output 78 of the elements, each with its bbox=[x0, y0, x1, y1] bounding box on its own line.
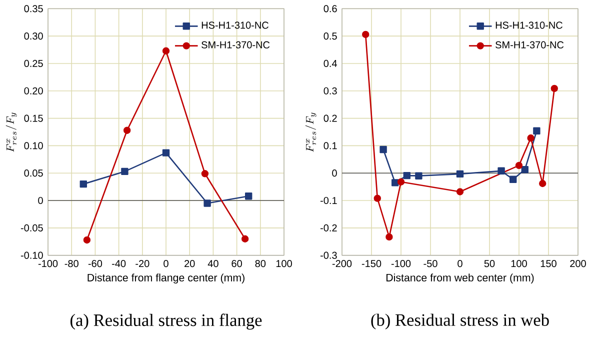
y-tick-label: 0 bbox=[38, 196, 43, 204]
x-tick-label: -80 bbox=[64, 260, 78, 268]
x-tick-label: -100 bbox=[38, 260, 58, 268]
legend-label: SM-H1-370-NC bbox=[496, 41, 564, 48]
point bbox=[538, 180, 546, 188]
y-tick-label: -0.10 bbox=[20, 252, 43, 259]
point bbox=[456, 170, 464, 178]
point bbox=[374, 194, 382, 202]
point bbox=[509, 176, 517, 184]
x-tick-label: -200 bbox=[332, 260, 352, 268]
y-tick-label: 0.20 bbox=[24, 87, 43, 94]
y-axis-title: $F_{res}^{x}/F_{y}$ bbox=[305, 112, 316, 152]
point bbox=[123, 126, 131, 134]
y-tick-label: 0.15 bbox=[24, 114, 43, 122]
point bbox=[83, 236, 91, 244]
x-axis-title: Distance from web center (mm) bbox=[386, 274, 534, 284]
x-tick-label: 60 bbox=[232, 260, 242, 268]
x-tick-label: -20 bbox=[136, 260, 150, 268]
y-tick-label: -0.1 bbox=[320, 196, 337, 204]
legend-label: HS-H1-310-NC bbox=[202, 22, 268, 29]
y-tick-label: 0.10 bbox=[24, 142, 43, 150]
point bbox=[121, 168, 128, 176]
y-tick-label: 0.5 bbox=[324, 32, 337, 40]
y-tick-label: 0.30 bbox=[24, 32, 43, 40]
y-tick-label: 0.25 bbox=[24, 60, 43, 68]
x-tick-label: -60 bbox=[88, 260, 102, 268]
point bbox=[386, 233, 393, 241]
point bbox=[391, 179, 399, 186]
legend-label: SM-H1-370-NC bbox=[202, 41, 270, 48]
x-tick-label: 100 bbox=[511, 260, 527, 268]
x-tick-label: 200 bbox=[570, 260, 586, 268]
y-tick-label: 0.35 bbox=[24, 5, 43, 12]
point bbox=[533, 127, 540, 135]
x-tick-label: 20 bbox=[184, 260, 195, 268]
y-tick-label: 0.4 bbox=[324, 60, 337, 68]
y-tick-label: -0.05 bbox=[20, 224, 43, 232]
point bbox=[527, 134, 534, 142]
point bbox=[241, 235, 249, 242]
point bbox=[515, 162, 523, 170]
x-axis-title: Distance from flange center (mm) bbox=[88, 274, 244, 284]
y-tick-label: 0 bbox=[332, 170, 337, 177]
point bbox=[521, 166, 528, 174]
y-tick-label: -0.2 bbox=[320, 224, 337, 232]
point bbox=[456, 188, 464, 196]
y-axis-title: $F_{res}^{x}/F_{y}$ bbox=[6, 112, 17, 152]
point bbox=[498, 167, 505, 175]
y-tick-label: 0.6 bbox=[324, 5, 337, 12]
point bbox=[80, 180, 88, 188]
point bbox=[162, 149, 170, 156]
y-tick-label: -0.3 bbox=[320, 252, 337, 259]
y-tick-label: 0.2 bbox=[324, 114, 337, 122]
x-tick-label: 0 bbox=[164, 260, 168, 268]
x-tick-label: 40 bbox=[208, 260, 218, 268]
x-tick-label: -150 bbox=[362, 260, 382, 268]
text: (a) Residual stress in flange bbox=[70, 314, 262, 330]
x-tick-label: -100 bbox=[391, 260, 411, 268]
point bbox=[550, 84, 558, 92]
point bbox=[362, 30, 370, 38]
point bbox=[162, 47, 170, 54]
point bbox=[201, 170, 209, 178]
legend-label: HS-H1-310-NC bbox=[496, 22, 562, 29]
x-tick-label: 100 bbox=[276, 260, 292, 268]
y-tick-label: 0.05 bbox=[24, 170, 43, 177]
x-tick-label: 50 bbox=[484, 260, 495, 268]
y-tick-label: 0.3 bbox=[324, 87, 337, 94]
point bbox=[245, 192, 252, 200]
point bbox=[380, 146, 387, 154]
x-tick-label: 0 bbox=[458, 260, 462, 268]
point bbox=[415, 172, 422, 180]
x-tick-label: -50 bbox=[424, 260, 438, 268]
x-tick-label: 150 bbox=[540, 260, 556, 268]
x-tick-label: -40 bbox=[112, 260, 126, 268]
text: (b) Residual stress in web bbox=[371, 314, 549, 330]
x-tick-label: 80 bbox=[255, 260, 266, 268]
point bbox=[397, 178, 405, 186]
point bbox=[403, 172, 411, 180]
point bbox=[204, 200, 211, 207]
y-tick-label: 0.1 bbox=[324, 142, 337, 150]
